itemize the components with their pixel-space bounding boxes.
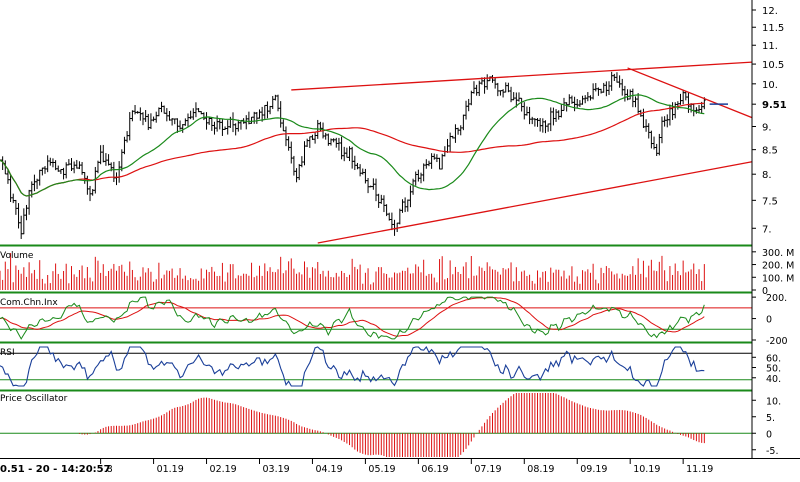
x-tick-label: 07.19 (474, 464, 501, 475)
series-layer (0, 61, 753, 458)
cci-signal-line (0, 296, 705, 337)
x-tick-label: 08.19 (527, 464, 554, 475)
price-y-tick-label: 9. (762, 122, 772, 133)
cci-panel-title: Com.Chn.Inx (0, 298, 58, 308)
trend-line-2 (627, 67, 753, 119)
x-tick-label: .8 (104, 464, 113, 475)
price-y-tick-label: 7.5 (762, 196, 778, 207)
trend-line-1 (317, 161, 753, 244)
cci-y-tick-label: 200. (766, 293, 787, 304)
oscillator-y-tick-label: 5. (766, 413, 775, 424)
rsi-y-tick-label: 40. (766, 374, 781, 385)
x-tick-label: 03.19 (262, 464, 289, 475)
price-y-tick-label: 9.51 (762, 100, 787, 111)
x-tick-label: 01.19 (157, 464, 184, 475)
x-tick-label: 05.19 (368, 464, 395, 475)
cci-y-tick-label: -200 (766, 336, 788, 347)
moving-average-long-line (0, 102, 705, 197)
price-y-tick-label: 8.5 (762, 146, 778, 157)
volume-y-tick-label: 0 (762, 286, 768, 297)
price-y-tick-label: 10. (762, 80, 778, 91)
status-readout: 0.51 - 20 - 14:20:57 (0, 464, 111, 475)
x-tick-label: 06.19 (421, 464, 448, 475)
x-tick-label: 09.19 (580, 464, 607, 475)
volume-y-tick-label: 300. M (762, 248, 794, 259)
volume-y-tick-label: 100. M (762, 273, 794, 284)
rsi-y-tick-label: 50. (766, 364, 781, 375)
trend-line-0 (291, 61, 753, 91)
label-layer: Volume Com.Chn.Inx RSI Price Oscillator (0, 251, 68, 404)
rsi-panel-title: RSI (0, 348, 15, 358)
price-y-tick-label: 7. (762, 224, 772, 235)
price-y-tick-label: 12. (762, 6, 778, 17)
volume-y-tick-label: 200. M (762, 261, 794, 272)
cci-line (0, 296, 705, 340)
oscillator-y-tick-label: -5. (766, 446, 779, 457)
oscillator-y-tick-label: 10. (766, 396, 781, 407)
price-y-tick-label: 11.5 (762, 23, 784, 34)
x-tick-label: 10.19 (633, 464, 660, 475)
price-y-tick-label: 8. (762, 170, 772, 181)
x-tick-label: 04.19 (315, 464, 342, 475)
moving-average-short-line (0, 94, 705, 197)
x-tick-label: 11.19 (686, 464, 713, 475)
volume-panel-title: Volume (0, 251, 34, 261)
oscillator-y-tick-label: 0 (766, 429, 772, 440)
price-y-tick-label: 10.5 (762, 60, 784, 71)
cci-y-tick-label: 0 (766, 315, 772, 326)
x-tick-label: 02.19 (210, 464, 237, 475)
rsi-y-tick-label: 60. (766, 353, 781, 364)
oscillator-panel-title: Price Oscillator (0, 394, 68, 404)
rsi-line (0, 345, 705, 387)
price-y-tick-label: 11. (762, 41, 778, 52)
